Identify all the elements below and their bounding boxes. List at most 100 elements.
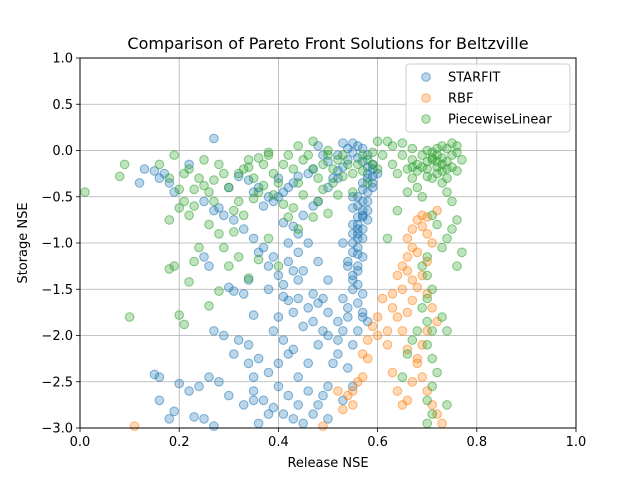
data-point	[437, 312, 447, 322]
data-point	[293, 141, 304, 151]
data-point	[362, 215, 373, 225]
data-point	[194, 381, 204, 392]
data-point	[357, 307, 368, 318]
data-point	[248, 395, 259, 406]
data-point	[258, 395, 269, 406]
data-point	[288, 221, 299, 232]
data-point	[417, 372, 428, 382]
data-point	[283, 256, 294, 267]
data-point	[353, 249, 363, 259]
data-point	[258, 180, 269, 191]
data-point	[447, 150, 457, 160]
data-point	[164, 414, 175, 424]
data-point	[303, 238, 314, 248]
data-point	[129, 421, 140, 431]
legend-label: RBF	[448, 92, 473, 107]
data-point	[407, 335, 418, 345]
data-point	[357, 252, 368, 262]
data-point	[209, 196, 219, 207]
data-point	[328, 164, 338, 174]
data-point	[154, 372, 165, 382]
data-point	[338, 238, 348, 248]
data-point	[214, 159, 224, 170]
data-point	[372, 136, 383, 147]
y-tick-label: −0.5	[41, 190, 73, 205]
data-point	[298, 418, 309, 429]
data-point	[422, 164, 433, 174]
data-point	[357, 372, 368, 382]
data-point	[238, 224, 249, 234]
data-point	[437, 242, 447, 253]
data-point	[313, 196, 323, 207]
data-point	[323, 307, 333, 318]
data-point	[333, 386, 343, 396]
data-point	[293, 293, 304, 304]
data-point	[154, 395, 165, 406]
data-point	[283, 238, 294, 248]
data-point	[348, 238, 358, 248]
legend-marker	[421, 93, 431, 103]
data-point	[417, 221, 428, 232]
data-point	[382, 326, 393, 336]
data-point	[243, 155, 254, 165]
data-point	[243, 340, 254, 350]
data-point	[219, 210, 229, 221]
data-point	[283, 150, 294, 160]
data-point	[268, 196, 279, 207]
data-point	[422, 171, 433, 182]
data-point	[442, 187, 452, 197]
data-point	[437, 153, 447, 163]
data-point	[169, 261, 179, 271]
data-point	[243, 175, 254, 185]
data-point	[427, 210, 438, 221]
data-point	[268, 252, 279, 262]
data-point	[353, 229, 363, 239]
data-point	[392, 270, 403, 281]
y-axis-label: Storage NSE	[16, 202, 31, 283]
data-point	[214, 377, 224, 387]
data-point	[417, 261, 428, 271]
data-point	[422, 395, 433, 406]
data-point	[432, 367, 442, 378]
data-point	[357, 212, 368, 222]
data-point	[412, 159, 423, 170]
data-point	[313, 340, 323, 350]
data-point	[343, 312, 353, 322]
data-point	[348, 138, 358, 148]
data-point	[377, 293, 388, 304]
data-point	[174, 184, 184, 195]
data-point	[293, 275, 304, 285]
data-point	[397, 150, 408, 160]
data-point	[278, 409, 289, 419]
data-point	[372, 330, 383, 341]
data-point	[407, 173, 418, 183]
data-point	[80, 187, 90, 197]
data-points	[80, 133, 467, 431]
data-point	[308, 212, 318, 222]
data-point	[268, 190, 279, 200]
data-point	[233, 335, 244, 345]
data-point	[204, 261, 214, 271]
data-point	[397, 284, 408, 295]
data-point	[348, 400, 358, 410]
data-point	[258, 201, 269, 211]
data-point	[214, 203, 224, 213]
data-point	[338, 150, 348, 160]
legend-label: STARFIT	[448, 71, 500, 86]
data-point	[362, 196, 373, 207]
data-point	[452, 166, 462, 176]
data-point	[179, 319, 189, 330]
data-point	[367, 321, 378, 332]
data-point	[174, 203, 184, 213]
data-point	[313, 400, 323, 410]
data-point	[343, 390, 353, 401]
y-axis-ticks: 1.0 0.5 0.0 −0.5 −1.0 −1.5 −2.0 −2.5 −3.0	[41, 52, 80, 437]
data-point	[164, 215, 175, 225]
data-point	[362, 353, 373, 364]
y-tick-label: −3.0	[41, 422, 73, 437]
data-point	[442, 400, 452, 410]
data-point	[323, 208, 333, 219]
data-point	[273, 358, 284, 369]
data-point	[298, 321, 309, 332]
data-point	[353, 159, 363, 170]
